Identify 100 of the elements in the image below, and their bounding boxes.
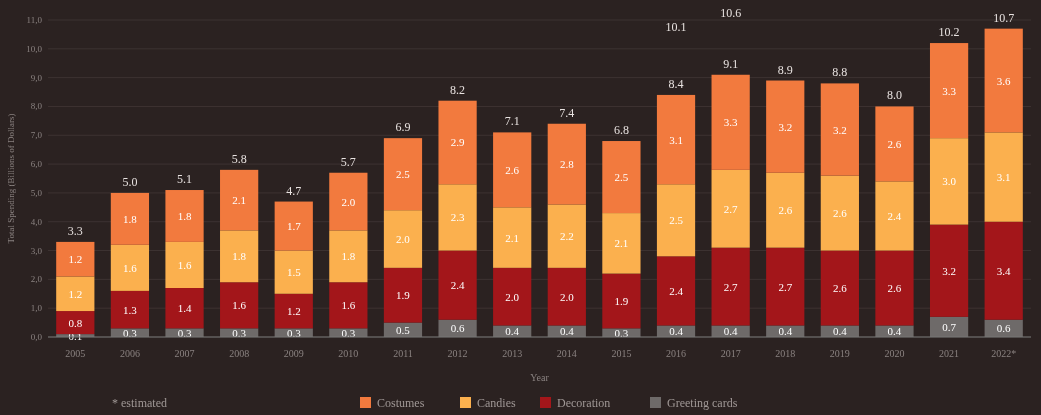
data-label: 2.0: [341, 195, 356, 208]
text: * estimated: [112, 396, 167, 410]
bar: [711, 74, 750, 170]
bar: [875, 181, 914, 251]
data-label: 3.4: [996, 264, 1012, 277]
bar: [56, 241, 95, 277]
data-label: 0.4: [669, 325, 684, 338]
y-axis-title: Total Spending (Billions of Dollars): [6, 113, 16, 244]
data-label: 3.6: [996, 74, 1012, 87]
total-label: 3.3: [67, 223, 83, 238]
legend-label: Candies: [477, 396, 516, 410]
bar: [165, 241, 204, 289]
data-label: 1.8: [232, 250, 247, 263]
data-label: 1.6: [232, 299, 247, 312]
data-label: 0.3: [614, 326, 629, 339]
x-tick-label: 2020: [884, 348, 905, 359]
bar: [438, 250, 477, 320]
data-label: 2.0: [505, 290, 520, 303]
y-tick-label: 4,0: [30, 216, 43, 227]
data-label: 1.4: [177, 302, 192, 315]
data-label: 0.3: [341, 326, 356, 339]
data-label: 0.4: [887, 325, 902, 338]
y-tick-label: 3,0: [30, 245, 43, 256]
bar: [56, 276, 95, 312]
data-label: 3.2: [778, 120, 793, 133]
bar: [602, 213, 641, 274]
bar: [438, 184, 477, 251]
data-label: 0.8: [68, 316, 83, 329]
bar: [274, 293, 313, 329]
total-label: 5.7: [340, 154, 356, 169]
data-label: 2.6: [887, 282, 902, 295]
bar: [110, 244, 150, 291]
bar: [220, 282, 259, 329]
x-tick-label: 2011: [393, 348, 413, 359]
x-tick-label: 2007: [174, 348, 195, 359]
data-label: 1.6: [177, 258, 192, 271]
data-label: 3.0: [942, 175, 957, 188]
x-tick-label: 2012: [447, 348, 468, 359]
x-tick-label: 2015: [611, 348, 632, 359]
data-label: 2.5: [669, 214, 684, 227]
data-label: 1.7: [286, 220, 302, 233]
bar: [711, 169, 750, 248]
bar: [602, 141, 641, 214]
data-label: 2.9: [450, 136, 465, 149]
bar: [329, 230, 368, 283]
x-tick-label: 2014: [556, 348, 577, 359]
data-label: 2.7: [778, 280, 793, 293]
data-label: 2.1: [232, 194, 247, 207]
total-label: 8.2: [450, 82, 466, 97]
data-label: 0.3: [123, 326, 138, 339]
y-tick-label: 8,0: [30, 101, 43, 112]
data-label: 1.8: [123, 212, 138, 225]
data-label: 1.8: [341, 250, 356, 263]
y-tick-label: 7,0: [30, 130, 43, 141]
y-tick-label: 10,0: [26, 43, 43, 54]
data-label: 2.7: [723, 202, 739, 215]
text: 10.6: [720, 6, 742, 20]
bar: [274, 250, 313, 294]
data-label: 2.5: [614, 171, 629, 184]
bar: [820, 250, 859, 326]
x-tick-label: 2017: [720, 348, 741, 359]
data-label: 3.1: [669, 133, 683, 146]
x-tick-label: 2018: [775, 348, 796, 359]
data-label: 2.6: [832, 207, 848, 220]
bar: [165, 288, 204, 329]
bar: [110, 290, 150, 329]
data-label: 1.6: [123, 261, 138, 274]
data-label: 3.1: [996, 171, 1011, 184]
data-label: 0.3: [286, 326, 302, 339]
x-tick-label: 2010: [338, 348, 359, 359]
total-label: 7.1: [504, 114, 520, 129]
y-tick-label: 11,0: [26, 15, 43, 25]
bar: [929, 138, 969, 225]
data-label: 2.4: [450, 279, 465, 292]
data-label: 3.2: [832, 123, 847, 136]
total-label: 6.8: [613, 123, 629, 138]
bar: [875, 106, 914, 182]
bar: [493, 132, 532, 208]
x-axis-title: Year: [530, 372, 550, 383]
bar: [820, 83, 859, 176]
data-label: 1.6: [341, 299, 356, 312]
data-label: 0.3: [232, 326, 247, 339]
bar: [493, 207, 532, 268]
data-label: 0.4: [832, 325, 848, 338]
bar: [220, 230, 259, 283]
bar: [766, 80, 805, 173]
data-label: 0.4: [778, 325, 793, 338]
y-tick-label: 1,0: [30, 303, 43, 314]
data-label: 2.6: [887, 137, 902, 150]
bar: [656, 184, 696, 257]
data-label: 1.5: [286, 266, 302, 279]
legend-label: Costumes: [377, 396, 425, 410]
data-label: 2.5: [396, 168, 411, 181]
data-label: 1.9: [614, 294, 629, 307]
data-label: 2.7: [723, 280, 739, 293]
bar: [766, 172, 805, 248]
total-label: 8.4: [668, 76, 684, 91]
total-label: 7.4: [559, 105, 575, 120]
data-label: 2.6: [505, 163, 520, 176]
bar: [656, 256, 696, 326]
